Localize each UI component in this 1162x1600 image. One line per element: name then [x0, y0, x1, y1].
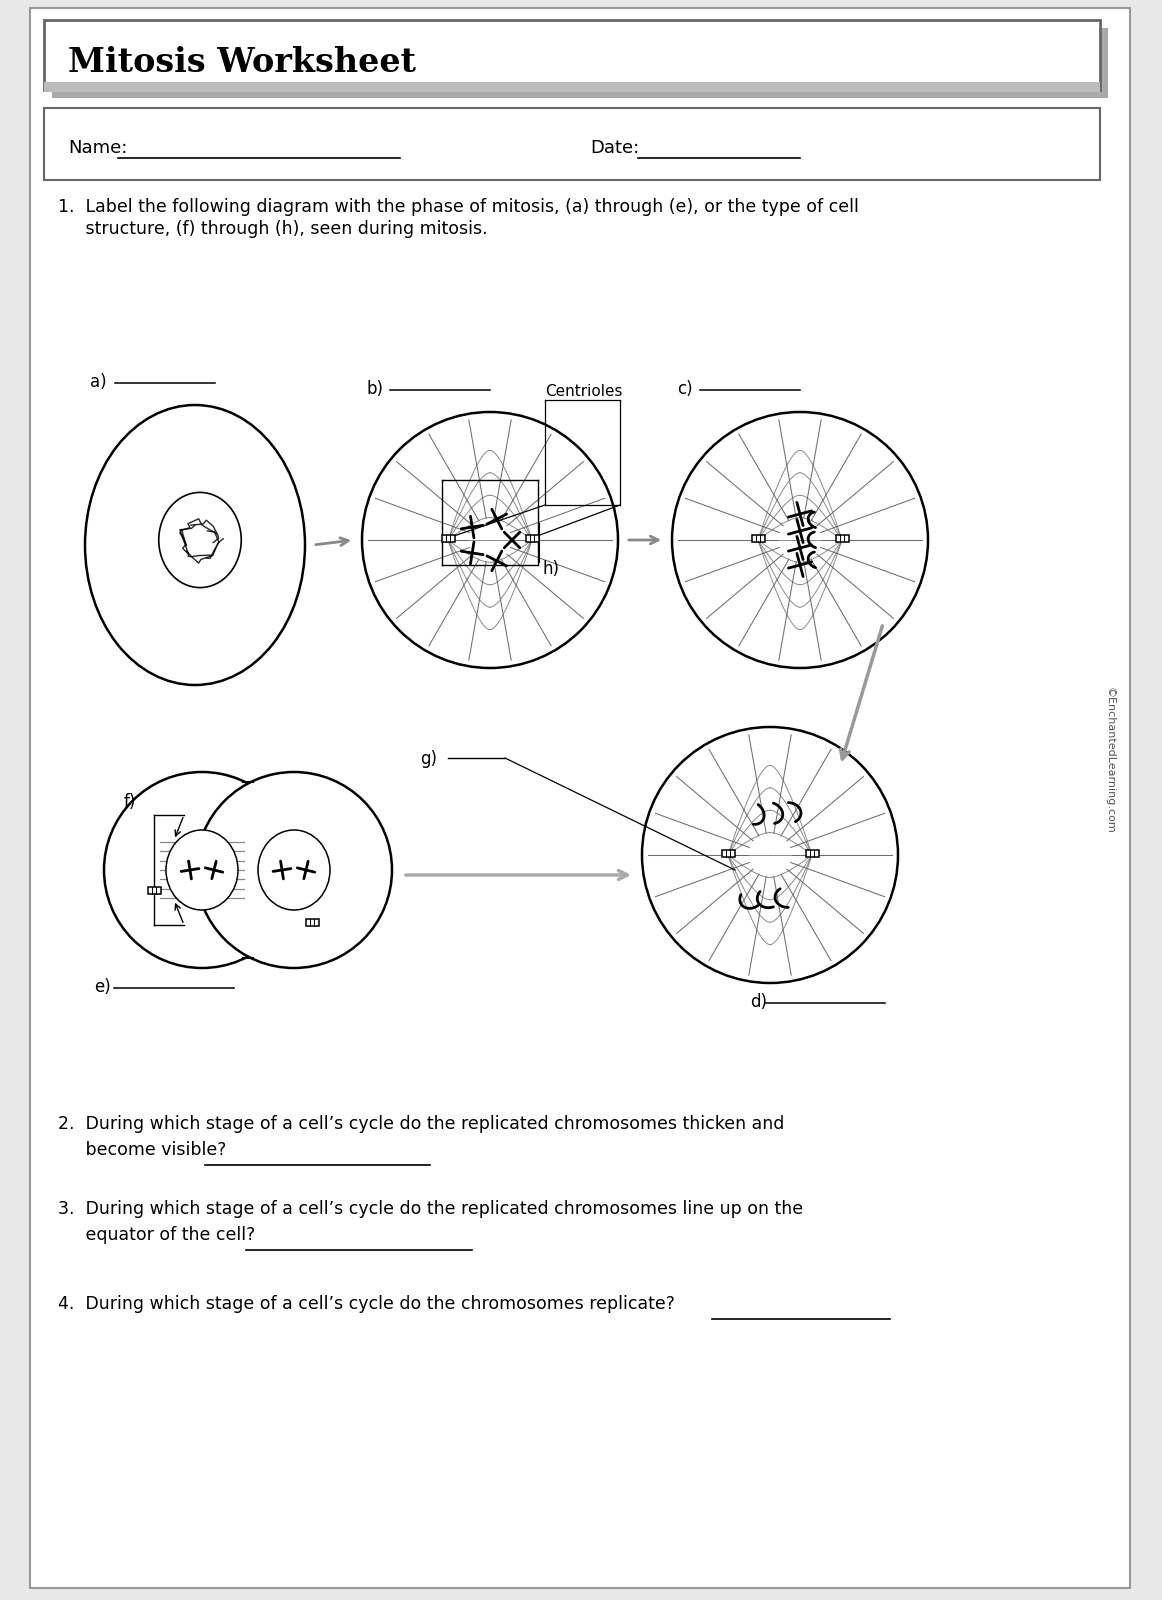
Bar	[835, 534, 848, 541]
Ellipse shape	[159, 493, 242, 587]
FancyBboxPatch shape	[44, 109, 1100, 179]
FancyBboxPatch shape	[30, 8, 1129, 1587]
Circle shape	[672, 411, 928, 669]
Text: c): c)	[677, 379, 693, 398]
Text: a): a)	[89, 373, 107, 390]
Text: e): e)	[94, 978, 110, 995]
Text: Date:: Date:	[590, 139, 639, 157]
Ellipse shape	[166, 830, 238, 910]
Circle shape	[641, 726, 898, 982]
Text: equator of the cell?: equator of the cell?	[58, 1226, 256, 1245]
Bar	[805, 850, 818, 856]
Text: h): h)	[543, 560, 560, 578]
Ellipse shape	[85, 405, 304, 685]
Text: d): d)	[749, 994, 767, 1011]
Text: Mitosis Worksheet: Mitosis Worksheet	[69, 46, 416, 80]
Bar	[306, 918, 318, 925]
Text: Name:: Name:	[69, 139, 128, 157]
Circle shape	[105, 773, 300, 968]
Text: ©EnchantedLearning.com: ©EnchantedLearning.com	[1105, 686, 1116, 834]
Bar	[442, 534, 454, 541]
Bar	[148, 886, 160, 893]
Text: f): f)	[123, 794, 136, 811]
FancyBboxPatch shape	[44, 82, 1100, 91]
Bar	[722, 850, 734, 856]
Circle shape	[196, 773, 392, 968]
Text: Centrioles: Centrioles	[545, 384, 623, 398]
Text: b): b)	[367, 379, 383, 398]
Bar	[752, 534, 765, 541]
Text: structure, (f) through (h), seen during mitosis.: structure, (f) through (h), seen during …	[58, 219, 488, 238]
Bar	[525, 534, 538, 541]
Text: 1.  Label the following diagram with the phase of mitosis, (a) through (e), or t: 1. Label the following diagram with the …	[58, 198, 859, 216]
Circle shape	[363, 411, 618, 669]
Text: g): g)	[419, 750, 437, 768]
Ellipse shape	[258, 830, 330, 910]
FancyBboxPatch shape	[220, 822, 277, 918]
Text: 4.  During which stage of a cell’s cycle do the chromosomes replicate?: 4. During which stage of a cell’s cycle …	[58, 1294, 675, 1314]
Text: 2.  During which stage of a cell’s cycle do the replicated chromosomes thicken a: 2. During which stage of a cell’s cycle …	[58, 1115, 784, 1133]
Text: 3.  During which stage of a cell’s cycle do the replicated chromosomes line up o: 3. During which stage of a cell’s cycle …	[58, 1200, 803, 1218]
FancyBboxPatch shape	[44, 19, 1100, 90]
Text: become visible?: become visible?	[58, 1141, 227, 1158]
FancyBboxPatch shape	[52, 27, 1109, 98]
